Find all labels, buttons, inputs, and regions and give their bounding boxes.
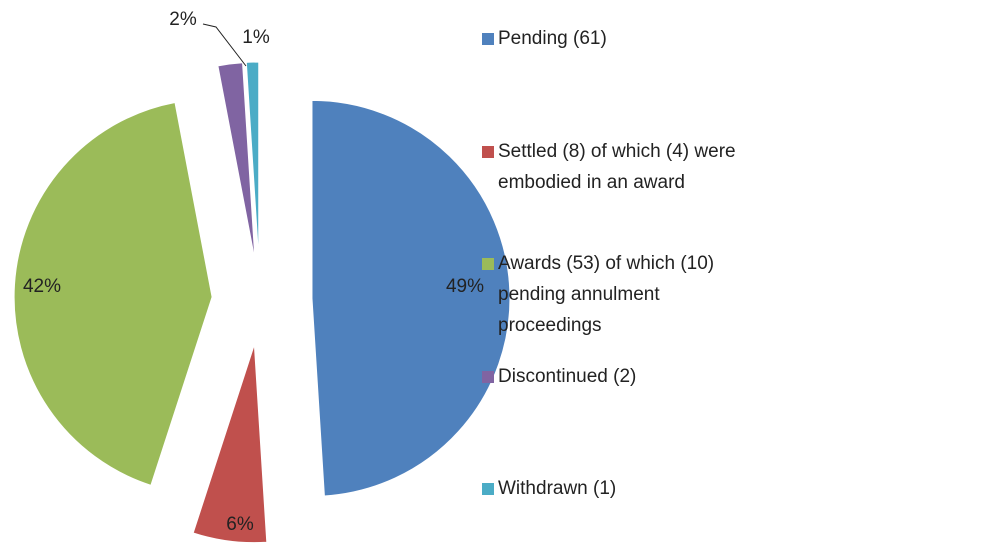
- legend-label: Pending (61): [498, 28, 607, 49]
- legend-item: Discontinued (2): [482, 361, 636, 392]
- pie-slice: [13, 101, 213, 486]
- legend-swatch: [482, 145, 494, 158]
- legend-item: Settled (8) of which (4) were embodied i…: [482, 136, 736, 198]
- slice-label: 6%: [226, 514, 254, 535]
- legend-label: Withdrawn (1): [498, 478, 617, 499]
- slice-label: 2%: [169, 9, 197, 30]
- legend-swatch: [482, 258, 494, 270]
- legend-item: Withdrawn (1): [482, 473, 616, 504]
- legend-label: Settled (8) of which (4) were embodied i…: [498, 140, 736, 193]
- slice-label: 49%: [446, 276, 484, 297]
- legend-swatch: [482, 370, 494, 383]
- legend-item: Pending (61): [482, 23, 607, 54]
- pie-slice: [311, 99, 511, 497]
- slice-label: 42%: [23, 276, 61, 297]
- leader-line: [202, 23, 247, 67]
- pie-slice: [217, 62, 256, 261]
- pie-slice: [245, 61, 260, 261]
- pie-slice: [192, 344, 268, 544]
- slice-label: 1%: [242, 27, 270, 48]
- legend-label: Awards (53) of which (10) pending annulm…: [498, 253, 715, 336]
- legend-item: Awards (53) of which (10) pending annulm…: [482, 248, 714, 341]
- legend-swatch: [482, 483, 494, 495]
- legend-label: Discontinued (2): [498, 365, 637, 387]
- legend-swatch: [482, 33, 494, 45]
